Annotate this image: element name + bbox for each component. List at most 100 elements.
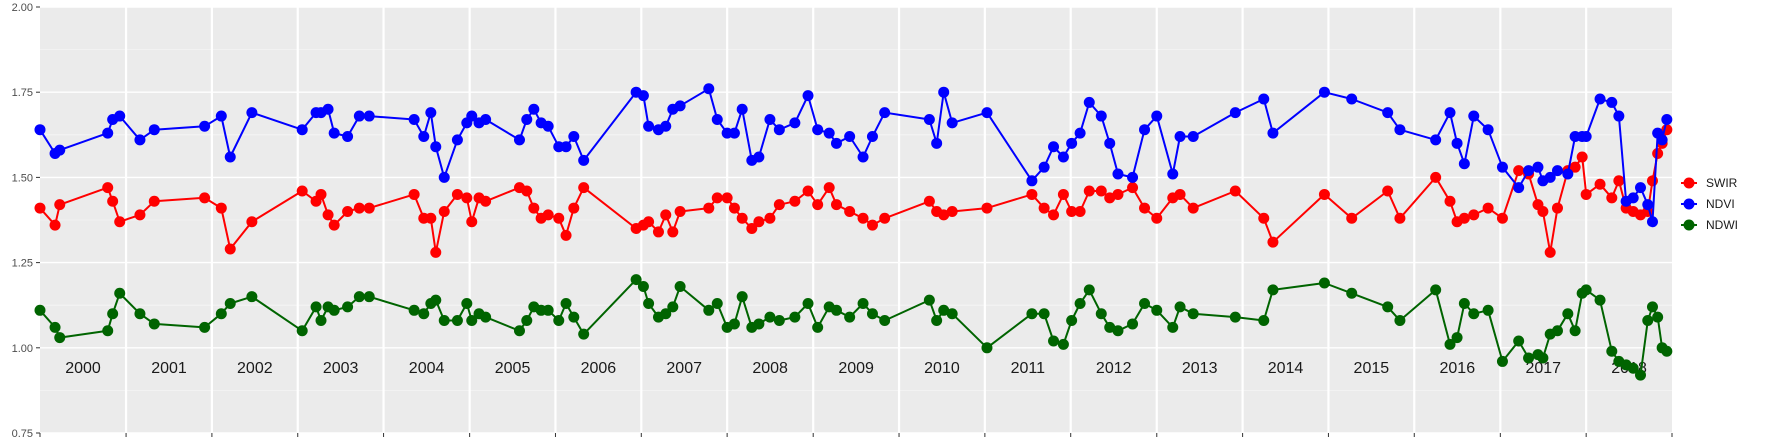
- ndvi-point: [923, 113, 935, 125]
- ndwi-point: [1482, 304, 1494, 316]
- ndwi-point: [923, 294, 935, 306]
- ndwi-point: [1444, 338, 1456, 350]
- ndwi-point: [408, 304, 420, 316]
- ndvi-point: [1151, 110, 1163, 122]
- ndvi-point: [438, 171, 450, 183]
- ndvi-point: [1187, 131, 1199, 143]
- swir-point: [1112, 188, 1124, 200]
- ndwi-point: [1382, 301, 1394, 313]
- ndvi-point: [946, 117, 958, 129]
- swir-point: [528, 202, 540, 214]
- ndvi-point: [643, 120, 655, 132]
- ndvi-point: [1513, 182, 1525, 194]
- ndvi-point: [1606, 96, 1618, 108]
- ndvi-point: [353, 110, 365, 122]
- swir-point: [1104, 192, 1116, 204]
- ndvi-point: [1174, 131, 1186, 143]
- ndvi-point: [981, 107, 993, 119]
- ndvi-point: [1267, 127, 1279, 139]
- ndvi-point: [342, 131, 354, 143]
- swir-point: [1606, 192, 1618, 204]
- swir-point: [363, 202, 375, 214]
- ndwi-point: [466, 315, 478, 327]
- ndvi-point: [296, 124, 308, 136]
- ndwi-point: [148, 318, 160, 330]
- ndvi-point: [480, 113, 492, 125]
- swir-point: [1458, 212, 1470, 224]
- ndvi-point: [931, 137, 943, 149]
- legend-label: SWIR: [1706, 176, 1738, 190]
- year-label: 2004: [409, 360, 445, 377]
- ndvi-point: [528, 103, 540, 115]
- legend-item-ndwi: NDWI: [1681, 218, 1738, 232]
- ndvi-point: [224, 151, 236, 163]
- swir-point: [224, 243, 236, 255]
- swir-point: [728, 202, 740, 214]
- ndvi-point: [1661, 113, 1673, 125]
- ndvi-point: [753, 151, 765, 163]
- swir-point: [1468, 209, 1480, 221]
- ndwi-point: [789, 311, 801, 323]
- ndwi-point: [1537, 352, 1549, 364]
- ndvi-point: [1634, 182, 1646, 194]
- year-label: 2008: [752, 360, 788, 377]
- y-tick-label: 1.50: [12, 172, 33, 184]
- ndwi-point: [1642, 315, 1654, 327]
- swir-point: [1513, 165, 1525, 177]
- series-ndvi: [34, 83, 1673, 228]
- swir-point: [553, 212, 565, 224]
- ndvi-point: [773, 124, 785, 136]
- year-label: 2002: [237, 360, 273, 377]
- ndvi-point: [1229, 107, 1241, 119]
- ndwi-point: [461, 297, 473, 309]
- ndwi-point: [667, 301, 679, 313]
- swir-point: [703, 202, 715, 214]
- ndvi-point: [1458, 158, 1470, 170]
- ndwi-point: [1652, 311, 1664, 323]
- swir-point: [1038, 202, 1050, 214]
- ndwi-point: [1627, 362, 1639, 374]
- ndvi-point: [1038, 161, 1050, 173]
- swir-point: [746, 223, 758, 235]
- swir-point: [764, 212, 776, 224]
- ndwi-point: [764, 311, 776, 323]
- year-label: 2015: [1354, 360, 1390, 377]
- ndwi-point: [1139, 297, 1151, 309]
- ndwi-point: [938, 304, 950, 316]
- swir-point: [1057, 188, 1069, 200]
- swir-point: [1646, 175, 1658, 187]
- ndwi-point: [353, 291, 365, 303]
- y-tick-label: 2.00: [12, 2, 33, 14]
- ndvi-point: [568, 131, 580, 143]
- ndwi-point: [480, 311, 492, 323]
- ndwi-point: [1451, 332, 1463, 344]
- ndvi-point: [215, 110, 227, 122]
- swir-point: [107, 195, 119, 207]
- ndvi-point: [823, 127, 835, 139]
- ndwi-point: [1580, 284, 1592, 296]
- ndwi-point: [1095, 308, 1107, 320]
- ndvi-point: [879, 107, 891, 119]
- ndvi-point: [1139, 124, 1151, 136]
- ndwi-point: [1468, 308, 1480, 320]
- ndwi-point: [711, 297, 723, 309]
- swir-point: [1613, 175, 1625, 187]
- y-tick-label: 1.25: [12, 258, 33, 270]
- swir-point: [1048, 209, 1060, 221]
- ndwi-point: [578, 328, 590, 340]
- ndvi-point: [736, 103, 748, 115]
- ndvi-point: [1613, 110, 1625, 122]
- swir-point: [1594, 178, 1606, 190]
- ndwi-point: [246, 291, 258, 303]
- ndwi-point: [1496, 355, 1508, 367]
- year-label: 2000: [65, 360, 101, 377]
- ndvi-point: [134, 134, 146, 146]
- year-label: 2006: [581, 360, 617, 377]
- ndvi-point: [1656, 134, 1668, 146]
- legend: SWIR NDVI NDWI: [1681, 176, 1738, 232]
- year-label: 2010: [924, 360, 960, 377]
- ndwi-point: [1026, 308, 1038, 320]
- ndvi-point: [148, 124, 160, 136]
- ndvi-point: [466, 110, 478, 122]
- swir-point: [1187, 202, 1199, 214]
